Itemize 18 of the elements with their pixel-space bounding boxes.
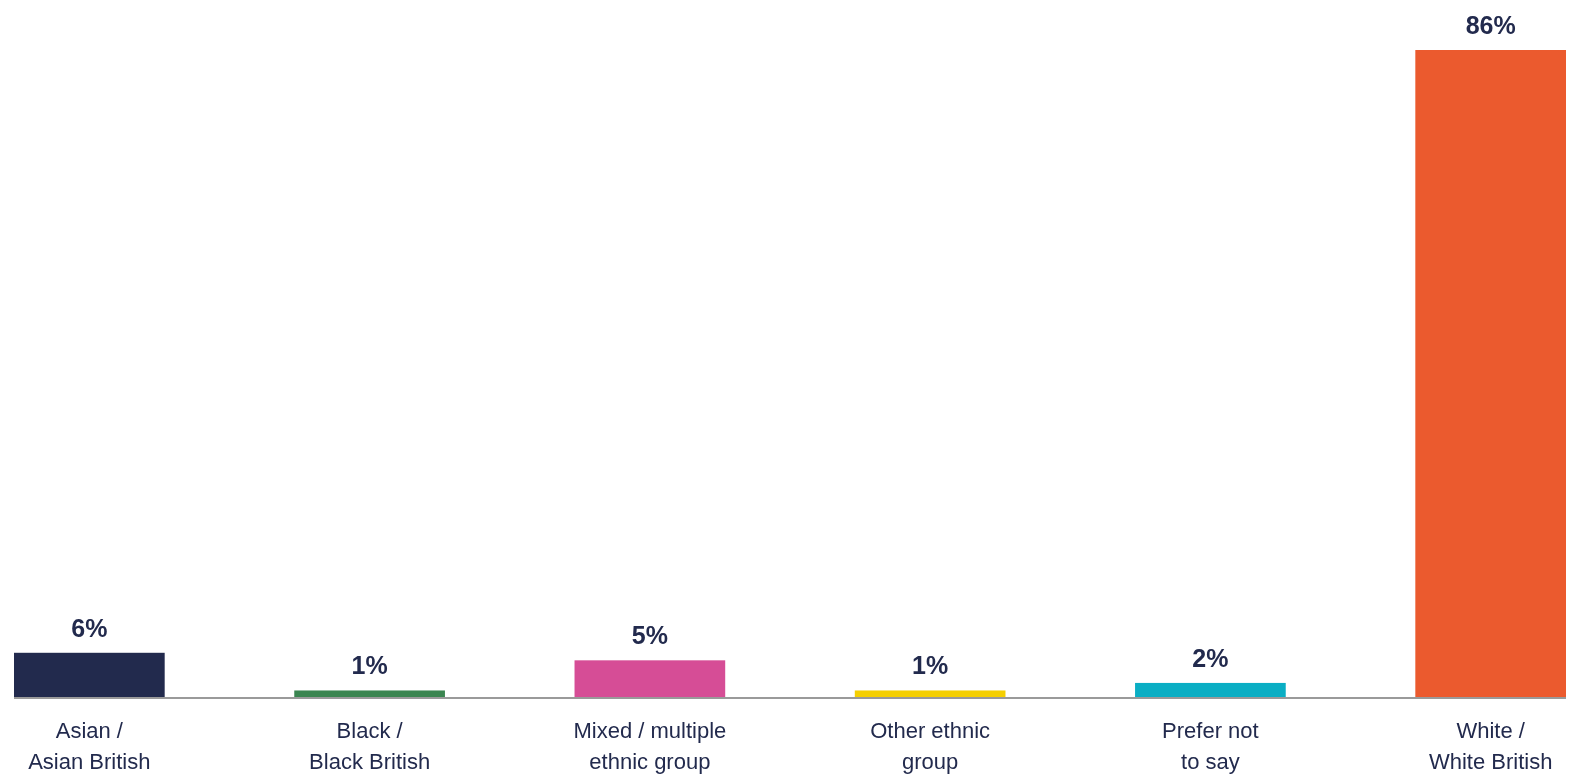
x-tick-label: Other ethnic group — [870, 718, 991, 774]
data-label: 86% — [1465, 11, 1516, 39]
data-label: 5% — [631, 621, 668, 650]
x-tick-label: Black / Black British — [309, 718, 431, 774]
data-label: 6% — [71, 613, 108, 642]
bar — [854, 690, 1006, 698]
x-tick-label: White / White British — [1428, 718, 1553, 774]
x-tick-label: Mixed / multiple ethnic group — [573, 718, 727, 774]
data-label: 2% — [1192, 643, 1229, 672]
data-label: 1% — [351, 651, 388, 680]
data-label: 1% — [912, 651, 949, 680]
bar — [1415, 50, 1566, 698]
x-tick-label: Asian / Asian British — [28, 718, 151, 774]
x-tick-label: Prefer not to say — [1162, 718, 1259, 774]
bar — [294, 690, 445, 698]
bar — [574, 660, 726, 698]
bar — [1135, 682, 1286, 698]
bar — [14, 652, 165, 698]
